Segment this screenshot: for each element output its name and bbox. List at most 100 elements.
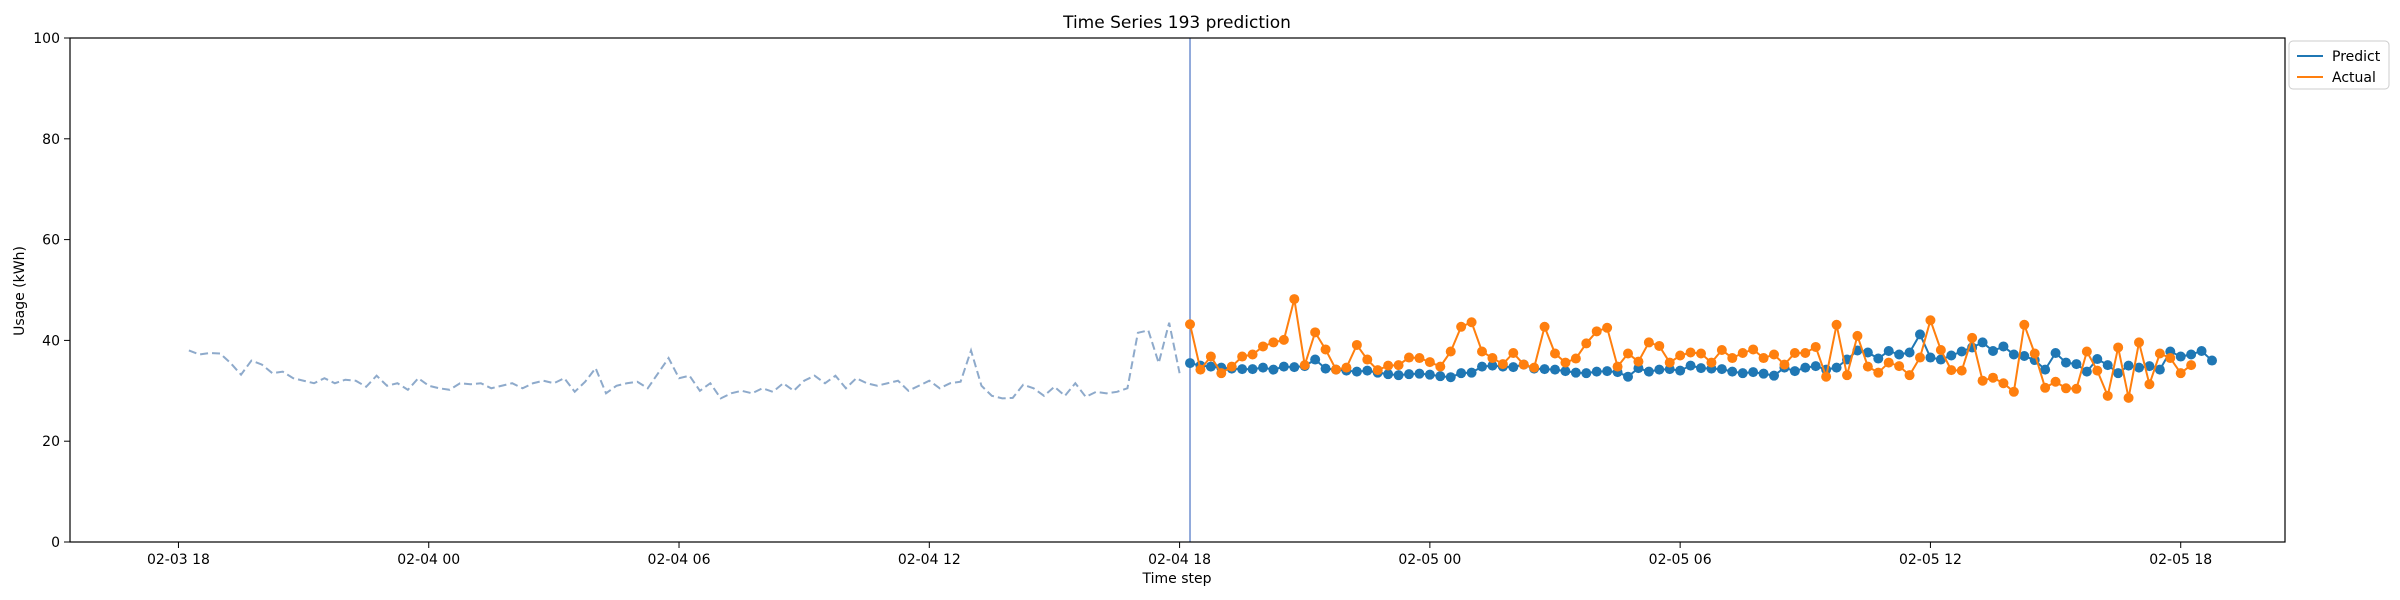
predict-point [1393,370,1404,381]
predict-point [1696,363,1707,374]
y-tick-label: 80 [42,132,60,148]
actual-point [1685,347,1696,358]
predict-point [1998,341,2009,352]
actual-point [1779,359,1790,370]
actual-point [1539,321,1550,332]
actual-point [1247,349,1258,360]
actual-point [1581,338,1592,349]
actual-point [1435,361,1446,372]
actual-point [1925,315,1936,326]
x-axis-label: Time step [1142,571,1212,587]
actual-point [1800,348,1811,358]
predict-point [1883,345,1894,356]
x-tick-label: 02-03 18 [147,552,210,568]
predict-point [1477,361,1488,372]
predict-point [1320,363,1331,374]
actual-point [1456,321,1467,332]
predict-point [1404,369,1415,380]
predict-point [1769,370,1780,381]
predict-point [2175,351,2186,362]
actual-point [1466,317,1477,328]
predict-point [1435,371,1446,382]
predict-point [2113,368,2124,379]
actual-point [1414,353,1425,364]
predict-point [2207,355,2217,366]
predict-point [1414,368,1425,379]
actual-series [1185,294,2197,403]
actual-point [2154,348,2165,359]
actual-point [1633,356,1644,367]
predict-point [1351,366,1362,377]
actual-point [1602,322,1613,333]
actual-point [1727,353,1738,364]
actual-point [1560,357,1571,368]
predict-point [1988,345,1998,356]
actual-point [1278,334,1289,345]
actual-point [1946,365,1957,376]
actual-point [1383,360,1394,371]
predict-point [1894,349,1905,360]
predict-point [1185,358,1196,369]
actual-point [2144,379,2155,390]
predict-point [1310,354,1321,365]
predict-point [1873,353,1884,364]
actual-point [1612,361,1623,372]
predict-point [1237,364,1248,375]
actual-point [1487,353,1498,364]
actual-point [1716,344,1727,355]
predict-point [1915,329,1925,340]
actual-point [1268,337,1279,348]
predict-point [1205,361,1216,372]
predict-point [2102,360,2113,371]
predict-point [1643,366,1654,377]
actual-point [1216,368,1227,379]
actual-point [1497,359,1508,370]
actual-point [1570,353,1581,364]
actual-point [1998,378,2009,389]
predict-point [1904,347,1915,358]
predict-point [1424,369,1435,380]
predict-point [1675,365,1686,376]
actual-point [1988,372,1998,383]
history-line [188,322,1181,400]
predict-point [1935,354,1946,365]
predict-point [1445,372,1456,383]
actual-point [1341,362,1352,373]
actual-point [1351,339,1362,350]
predict-point [2071,359,2082,370]
predict-point [1247,364,1258,375]
predict-point [2040,364,2051,375]
actual-point [1737,348,1748,358]
predict-point [1278,361,1289,372]
predict-point [2123,360,2134,371]
actual-point [1789,348,1800,358]
predict-point [2008,349,2019,360]
predict-point [1623,371,1634,382]
legend: Predict Actual [2288,40,2390,90]
actual-point [1894,361,1905,372]
actual-point [1883,357,1894,368]
predict-point [2050,348,2061,358]
actual-point [1769,349,1780,360]
actual-point [1477,346,1488,357]
actual-point [1518,359,1529,370]
predict-point [1727,366,1738,377]
predict-point [2196,345,2207,356]
axes-frame [69,37,2286,543]
predict-point [1466,367,1477,378]
actual-point [1675,350,1686,361]
predict-point [1258,362,1269,373]
predict-point [2154,364,2165,375]
actual-point [1185,319,1196,330]
actual-point [1320,344,1331,355]
actual-point [1821,371,1832,382]
actual-point [1424,357,1435,368]
predict-point [1654,364,1665,375]
actual-point [1331,364,1342,375]
predict-point [1487,360,1498,371]
actual-point [1654,340,1665,351]
predict-point [1977,337,1988,348]
actual-point [1372,365,1383,376]
y-tick-label: 20 [42,434,60,450]
predict-point [1508,362,1519,373]
